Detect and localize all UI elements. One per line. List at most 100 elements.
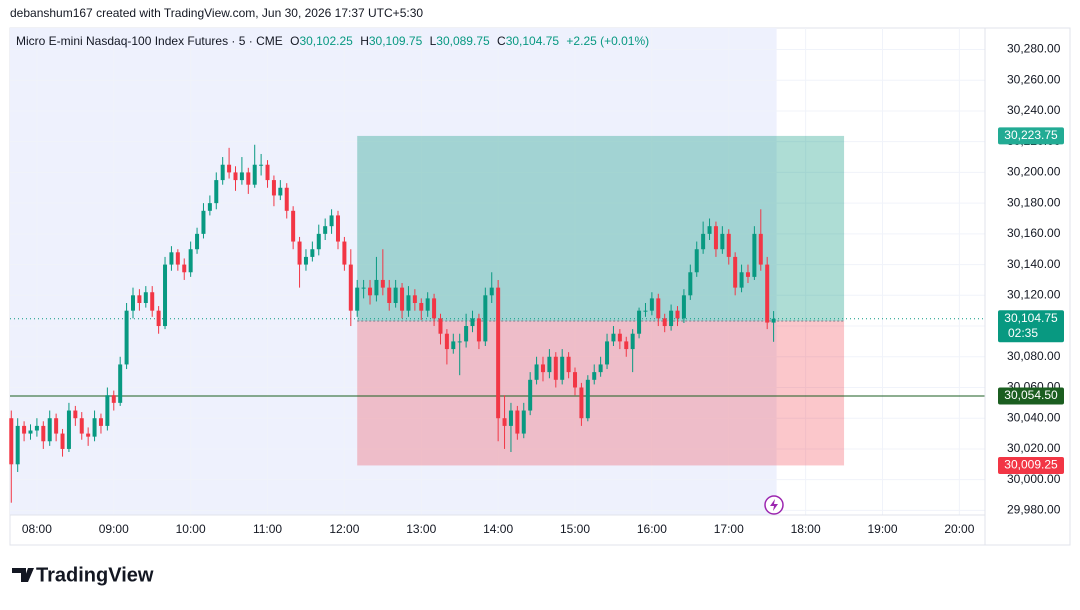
candle-body (765, 264, 770, 323)
candle-body (515, 410, 520, 434)
price-tag-label: 30,223.75 (1004, 128, 1058, 142)
candle-body (521, 410, 526, 434)
candle-body (310, 249, 315, 257)
alert-icon[interactable] (764, 495, 784, 515)
candle-body (252, 164, 257, 185)
candle-body (316, 233, 321, 250)
price-tag (998, 456, 1064, 474)
candle-body (752, 233, 757, 277)
stop-zone (357, 321, 845, 466)
candle-body (758, 233, 763, 265)
y-tick-label: 30,240.00 (1007, 103, 1061, 117)
candle-body (605, 341, 610, 365)
candle-body (98, 418, 103, 426)
candle-body (476, 318, 481, 342)
l-val: 30,089.75 (436, 34, 490, 48)
candle-body (726, 233, 731, 257)
candle-body (368, 287, 373, 296)
candle-body (60, 433, 65, 449)
y-tick-label: 30,120.00 (1007, 287, 1061, 301)
y-tick-label: 30,040.00 (1007, 410, 1061, 424)
candle-body (630, 333, 635, 350)
candle-body (438, 318, 443, 334)
candle-body (694, 249, 699, 273)
candle-body (195, 233, 200, 250)
x-tick-label: 18:00 (791, 522, 821, 536)
x-tick-label: 09:00 (99, 522, 129, 536)
candle-body (150, 292, 155, 311)
candle-body (86, 433, 91, 437)
candle-body (540, 364, 545, 373)
candle-body (156, 310, 161, 327)
x-tick-label: 13:00 (406, 522, 436, 536)
candle-body (688, 272, 693, 296)
change: +2.25 (+0.01%) (566, 34, 649, 48)
brand: TradingView (36, 564, 154, 586)
candle-body (451, 341, 456, 350)
candle-body (348, 264, 353, 311)
candle-body (143, 292, 148, 303)
c-key: C (497, 34, 506, 48)
y-tick-label: 30,180.00 (1007, 195, 1061, 209)
candle-body (22, 425, 27, 434)
y-tick-label: 30,160.00 (1007, 226, 1061, 240)
candle-body (470, 318, 475, 327)
candle-body (28, 430, 33, 434)
candle-body (444, 333, 449, 350)
h-key: H (360, 34, 369, 48)
logo: TradingView (12, 564, 154, 586)
candle-body (355, 287, 360, 311)
candle-body (400, 287, 405, 311)
candle-body (47, 418, 52, 442)
candle-body (214, 180, 219, 204)
x-tick-label: 08:00 (22, 522, 52, 536)
candle-body (175, 252, 180, 265)
candle-body (534, 364, 539, 380)
candle-body (201, 210, 206, 234)
c-val: 30,104.75 (506, 34, 560, 48)
legend: Micro E-mini Nasdaq-100 Index Futures · … (16, 34, 649, 48)
candle-body (284, 187, 289, 211)
y-tick-label: 30,080.00 (1007, 349, 1061, 363)
candle-body (182, 264, 187, 273)
candle-body (681, 295, 686, 319)
candle-body (271, 180, 276, 196)
candle-body (66, 410, 71, 449)
candle-body (380, 279, 385, 288)
candle-body (489, 287, 494, 296)
candle-body (585, 379, 590, 419)
candle-body (278, 187, 283, 196)
x-tick-label: 20:00 (944, 522, 974, 536)
candle-body (233, 172, 238, 181)
target-zone (357, 135, 845, 322)
candle-body (137, 295, 142, 303)
candle-body (361, 287, 366, 289)
candle-body (406, 295, 411, 311)
candle-body (496, 287, 501, 419)
candle-body (611, 333, 616, 342)
candle-body (457, 341, 462, 343)
candle-body (79, 418, 84, 434)
candle-body (92, 418, 97, 437)
y-tick-label: 30,280.00 (1007, 42, 1061, 56)
candle-body (9, 418, 14, 465)
price-tag (998, 127, 1064, 145)
candle-body (105, 395, 110, 426)
y-tick-label: 30,000.00 (1007, 472, 1061, 486)
candle-body (553, 356, 558, 380)
candle-body (291, 210, 296, 242)
candle-body (598, 364, 603, 373)
y-tick-label: 29,980.00 (1007, 503, 1061, 517)
x-tick-label: 16:00 (637, 522, 667, 536)
y-tick-label: 30,260.00 (1007, 72, 1061, 86)
candle-body (528, 379, 533, 411)
candle-body (771, 318, 776, 323)
candle-body (303, 256, 308, 265)
candle-body (649, 298, 654, 311)
candle-body (713, 226, 718, 250)
candle-body (579, 387, 584, 419)
candle-body (573, 372, 578, 388)
candle-body (617, 333, 622, 342)
candle-body (15, 425, 20, 465)
symbol: Micro E-mini Nasdaq-100 Index Futures · … (16, 34, 283, 48)
